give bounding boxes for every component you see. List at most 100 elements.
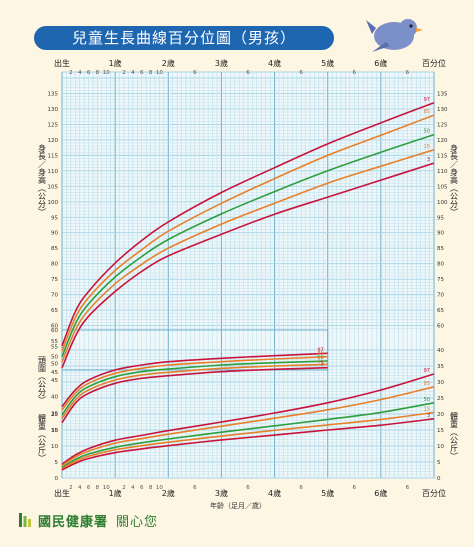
頭圍-p3-curve xyxy=(61,366,328,424)
top-axis-month-tick: 10 xyxy=(103,70,110,76)
bottom-axis-label: 2歲 xyxy=(162,488,175,498)
height-ytick: 65 xyxy=(51,308,58,314)
bottom-axis-month-tick: 6 xyxy=(246,485,250,491)
height-ytick: 130 xyxy=(48,107,59,113)
top-axis-month-tick: 6 xyxy=(299,70,303,76)
height-ytick: 105 xyxy=(48,184,59,190)
footer: 國民健康署 關心您 xyxy=(18,510,158,530)
weight-right-ytick: 5 xyxy=(437,460,441,466)
head-left-ytick: 45 xyxy=(51,378,58,384)
體重-p50-curve xyxy=(61,402,435,469)
height-right-ytick: 120 xyxy=(437,138,448,144)
頭圍-p15-curve xyxy=(61,363,328,419)
weight-right-ytick: 15 xyxy=(437,428,444,434)
height-ytick: 45 xyxy=(51,370,58,376)
head-left-ytick: 60 xyxy=(51,328,58,334)
weight-ylabel-left: 體重（公斤） xyxy=(38,413,47,462)
bottom-axis-month-tick: 8 xyxy=(149,485,153,491)
head-left-ytick: 35 xyxy=(51,411,58,417)
weight-right-ytick: 25 xyxy=(437,396,444,402)
height-right-ytick: 75 xyxy=(437,277,444,283)
top-axis-month-tick: 6 xyxy=(246,70,250,76)
top-axis-label: 2歲 xyxy=(162,58,175,68)
bottom-axis-month-tick: 6 xyxy=(406,485,410,491)
chart-title: 兒童生長曲線百分位圖（男孩） xyxy=(34,26,334,50)
top-axis-month-tick: 4 xyxy=(131,70,135,76)
bottom-axis-month-tick: 6 xyxy=(140,485,144,491)
bottom-axis-month-tick: 2 xyxy=(69,485,73,491)
身長／身高-p50-label: 50 xyxy=(424,129,430,135)
height-ytick: 55 xyxy=(51,339,58,345)
身長／身高-p85-curve xyxy=(61,114,435,352)
height-ytick: 135 xyxy=(48,91,59,97)
身長／身高-p50-curve xyxy=(61,133,435,358)
top-axis-label: 5歲 xyxy=(321,58,334,68)
head-ylabel: 頭圍（公分） xyxy=(38,356,47,404)
top-axis-label: 4歲 xyxy=(268,58,281,68)
bottom-axis-label: 百分位 xyxy=(422,488,446,498)
height-right-ytick: 135 xyxy=(437,91,448,97)
頭圍-p85-curve xyxy=(61,355,328,411)
頭圍-p3-label: 3 xyxy=(321,362,324,368)
身長／身高-p3-label: 3 xyxy=(427,157,430,163)
身長／身高-p15-label: 15 xyxy=(424,144,430,150)
體重-p97-label: 97 xyxy=(424,368,430,374)
height-right-ytick: 105 xyxy=(437,184,448,190)
footer-slogan: 關心您 xyxy=(116,514,159,530)
bottom-axis-month-tick: 6 xyxy=(353,485,357,491)
bottom-axis-month-tick: 2 xyxy=(122,485,126,491)
height-right-ytick: 80 xyxy=(437,262,444,268)
頭圍-p15-label: 15 xyxy=(317,358,323,364)
top-axis-label: 出生 xyxy=(54,58,70,68)
height-right-ytick: 115 xyxy=(437,153,448,159)
weight-right-ytick: 40 xyxy=(437,348,444,354)
top-axis-month-tick: 2 xyxy=(122,70,126,76)
height-ytick: 85 xyxy=(51,246,58,252)
體重-p50-label: 50 xyxy=(424,397,430,403)
weight-left-ytick: 15 xyxy=(51,428,58,434)
bottom-axis-month-tick: 6 xyxy=(193,485,197,491)
height-ytick: 115 xyxy=(48,153,59,159)
weight-left-ytick: 10 xyxy=(51,444,58,450)
bottom-axis-label: 1歲 xyxy=(109,488,122,498)
weight-right-ytick: 20 xyxy=(437,412,444,418)
height-ytick: 75 xyxy=(51,277,58,283)
top-axis-month-tick: 10 xyxy=(156,70,163,76)
head-left-ytick: 55 xyxy=(51,345,58,351)
weight-right-ytick: 35 xyxy=(437,364,444,370)
height-ytick: 125 xyxy=(48,122,59,128)
height-ytick: 70 xyxy=(51,293,58,299)
height-right-ytick: 70 xyxy=(437,293,444,299)
top-axis-month-tick: 6 xyxy=(140,70,144,76)
身長／身高-p3-curve xyxy=(61,162,435,369)
height-ytick: 60 xyxy=(51,324,58,330)
bottom-axis-month-tick: 4 xyxy=(78,485,82,491)
頭圍-p97-label: 97 xyxy=(317,347,323,353)
bird-illustration xyxy=(366,19,423,52)
weight-left-ytick: 0 xyxy=(55,476,59,482)
bottom-axis-month-tick: 4 xyxy=(131,485,135,491)
頭圍-p97-curve xyxy=(61,352,328,408)
height-right-ytick: 65 xyxy=(437,308,444,314)
height-right-ytick: 110 xyxy=(437,169,448,175)
weight-right-ytick: 30 xyxy=(437,380,444,386)
weight-right-ytick: 10 xyxy=(437,444,444,450)
體重-p85-label: 85 xyxy=(424,381,430,387)
bottom-axis-month-tick: 10 xyxy=(103,485,110,491)
height-right-ytick: 85 xyxy=(437,246,444,252)
height-ytick: 95 xyxy=(51,215,58,221)
bottom-axis-month-tick: 8 xyxy=(96,485,100,491)
身長／身高-p97-label: 97 xyxy=(424,97,430,103)
體重-p15-label: 15 xyxy=(424,406,430,412)
bottom-axis-label: 出生 xyxy=(54,488,70,498)
weight-right-ytick: 0 xyxy=(437,476,441,482)
top-axis-month-tick: 6 xyxy=(406,70,410,76)
體重-p3-curve xyxy=(61,418,435,471)
head-left-ytick: 50 xyxy=(51,361,58,367)
head-left-ytick: 40 xyxy=(51,395,58,401)
height-ytick: 90 xyxy=(51,231,58,237)
top-axis-label: 1歲 xyxy=(109,58,122,68)
體重-p3-label: 3 xyxy=(427,413,430,419)
height-right-ytick: 130 xyxy=(437,107,448,113)
